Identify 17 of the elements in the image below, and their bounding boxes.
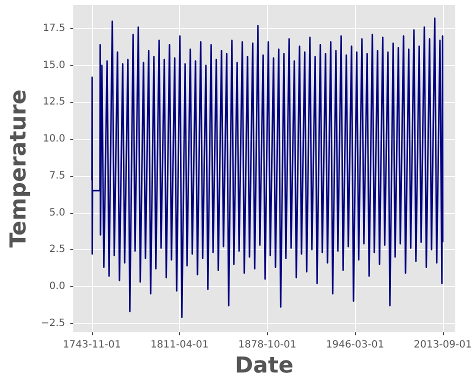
y-tick-label: −2.5 <box>40 318 66 329</box>
y-tick-label: 0.0 <box>49 280 66 292</box>
x-axis-title: Date <box>234 354 294 378</box>
y-tick-label: 17.5 <box>42 23 66 34</box>
y-tick-label: 2.5 <box>49 244 66 256</box>
x-tick-label: 1878-10-01 <box>238 340 296 351</box>
y-tick-label: 10.0 <box>42 134 66 145</box>
x-tick-label: 2013-09-01 <box>414 340 472 351</box>
y-tick-label: 12.5 <box>42 96 66 108</box>
y-tick-label: 5.0 <box>49 207 66 218</box>
x-tick-label: 1946-03-01 <box>326 340 384 351</box>
y-axis-title: Temperature <box>6 89 32 248</box>
x-tick-label: 1743-11-01 <box>62 340 121 351</box>
y-tick-label: 15.0 <box>42 60 66 71</box>
line-series <box>91 18 444 318</box>
y-tick-label: 7.5 <box>49 170 66 182</box>
x-tick-label: 1811-04-01 <box>150 340 209 351</box>
